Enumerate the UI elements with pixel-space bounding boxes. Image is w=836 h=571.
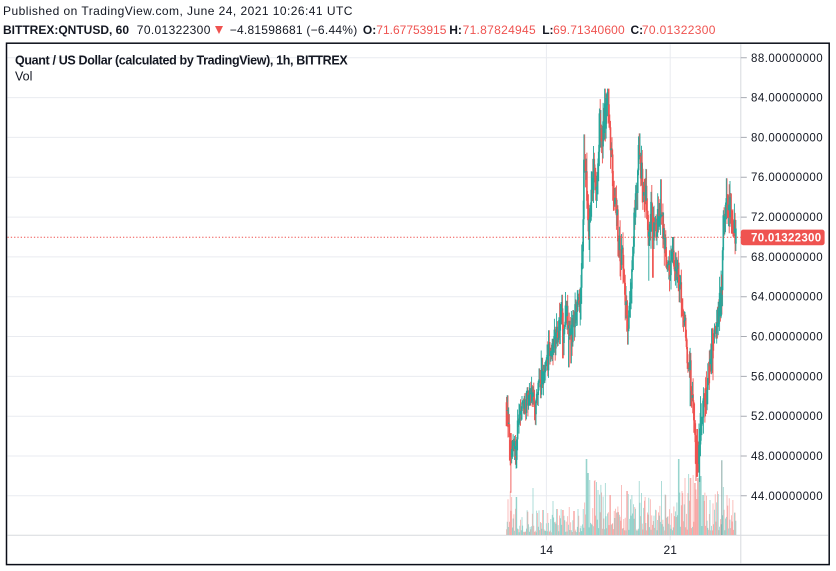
svg-text:56.00000000: 56.00000000 [751, 371, 823, 383]
svg-text:80.00000000: 80.00000000 [751, 132, 823, 144]
svg-text:72.00000000: 72.00000000 [751, 212, 823, 224]
svg-text:88.00000000: 88.00000000 [751, 53, 823, 65]
svg-text:68.00000000: 68.00000000 [751, 252, 823, 264]
svg-text:14: 14 [540, 543, 554, 557]
svg-text:70.01322300: 70.01322300 [751, 233, 821, 245]
svg-text:Quant / US Dollar (calculated: Quant / US Dollar (calculated by Trading… [15, 54, 348, 68]
svg-text:64.00000000: 64.00000000 [751, 292, 823, 304]
svg-text:Vol: Vol [15, 70, 32, 84]
svg-text:76.00000000: 76.00000000 [751, 172, 823, 184]
svg-text:21: 21 [664, 543, 678, 557]
svg-text:52.00000000: 52.00000000 [751, 411, 823, 423]
svg-text:44.00000000: 44.00000000 [751, 491, 823, 503]
svg-text:84.00000000: 84.00000000 [751, 93, 823, 105]
svg-text:48.00000000: 48.00000000 [751, 451, 823, 463]
svg-text:60.00000000: 60.00000000 [751, 332, 823, 344]
